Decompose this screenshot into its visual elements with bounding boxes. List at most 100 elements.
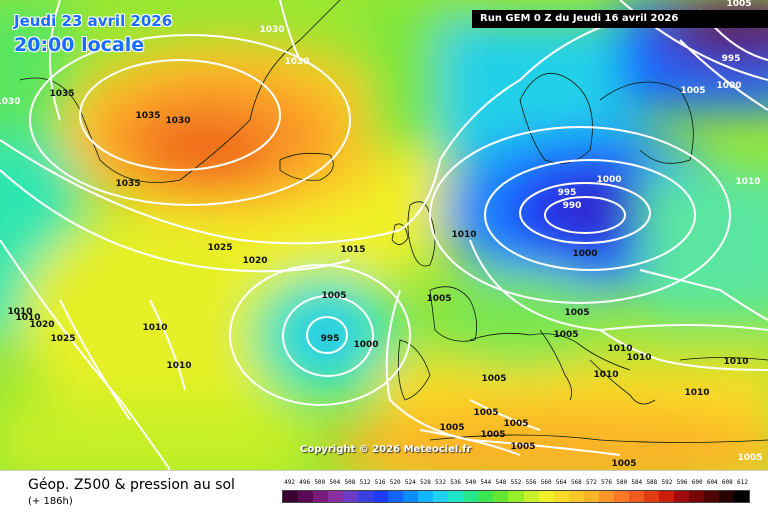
isobar-label: 1005 [480, 430, 506, 440]
legend-tick-label: 580 [616, 479, 628, 486]
isobar-label: 1005 [611, 459, 637, 469]
geopotential-field [0, 0, 768, 470]
legend-swatch [508, 491, 524, 502]
isobar-label: 1000 [596, 175, 622, 185]
copyright-notice: Copyright © 2026 Meteociel.fr [300, 444, 472, 455]
isobar-label: 1005 [481, 374, 507, 384]
legend-tick-label: 576 [601, 479, 612, 486]
isobar-label: 1035 [135, 111, 161, 121]
isobar-label: 1005 [553, 330, 579, 340]
legend-swatch [538, 491, 554, 502]
legend-tick-label: 612 [737, 479, 748, 486]
legend-swatch [733, 491, 749, 502]
legend-swatch [673, 491, 689, 502]
legend-swatch [493, 491, 509, 502]
legend-swatch [523, 491, 539, 502]
legend-swatch [298, 491, 314, 502]
map-title: Géop. Z500 & pression au sol [28, 477, 235, 493]
isobar-label: 1015 [340, 245, 366, 255]
isobar-label: 1005 [426, 294, 452, 304]
legend-swatch [328, 491, 344, 502]
isobar-label: 1010 [684, 388, 710, 398]
legend-tick-label: 552 [510, 479, 522, 486]
legend-swatch [688, 491, 704, 502]
isobar-label: 1035 [115, 179, 141, 189]
isobar-label: 1010 [593, 370, 619, 380]
legend-color-bar [282, 490, 750, 503]
isobar-label: 1005 [439, 423, 465, 433]
forecast-offset: (+ 186h) [28, 496, 73, 507]
isobar-label: 1010 [15, 313, 41, 323]
color-scale-legend: 492 496 500 504 508 512 516 520 524 528 532 536 540 5… [282, 479, 750, 505]
isobar-label: 1030 [284, 57, 310, 67]
legend-tick-label: 604 [706, 479, 718, 486]
legend-swatch [568, 491, 584, 502]
legend-tick-label: 540 [465, 479, 477, 486]
legend-swatch [658, 491, 674, 502]
isobar-label: 1010 [451, 230, 477, 240]
legend-tick-label: 588 [646, 479, 658, 486]
isobar-label: 1010 [7, 307, 33, 317]
legend-tick-label: 568 [570, 479, 582, 486]
legend-swatch [628, 491, 644, 502]
legend-tick-label: 492 [284, 479, 295, 486]
legend-swatch [718, 491, 734, 502]
isobar-label: 1005 [737, 453, 763, 463]
isobar-label: 1010 [142, 323, 168, 333]
legend-swatch [703, 491, 719, 502]
legend-tick-label: 528 [419, 479, 431, 486]
isobar-label: 1000 [716, 81, 742, 91]
legend-tick-label: 516 [374, 479, 386, 486]
legend-swatch [313, 491, 329, 502]
legend-tick-label: 532 [435, 479, 446, 486]
legend-tick-label: 560 [540, 479, 552, 486]
legend-swatch [613, 491, 629, 502]
legend-tick-label: 536 [450, 479, 462, 486]
legend-swatch [343, 491, 359, 502]
isobar-label: 1005 [726, 0, 752, 9]
legend-tick-label: 596 [676, 479, 688, 486]
isobar-label: 1035 [49, 89, 75, 99]
isobar-label: 1005 [473, 408, 499, 418]
legend-tick-label: 584 [631, 479, 643, 486]
isobar-label: 1010 [166, 361, 192, 371]
forecast-time: 20:00 locale [14, 34, 145, 56]
isobar-label: 1030 [259, 25, 285, 35]
isobar-label: 1005 [680, 86, 706, 96]
legend-swatch [583, 491, 599, 502]
legend-tick-label: 500 [314, 479, 326, 486]
legend-swatch [418, 491, 434, 502]
legend-swatch [463, 491, 479, 502]
legend-tick-label: 496 [299, 479, 311, 486]
legend-tick-label: 572 [586, 479, 597, 486]
weather-map: 1030 1030 1030 1035 1035 1030 1035 1025 … [0, 0, 768, 470]
isobar-label: 1020 [242, 256, 268, 266]
legend-tick-label: 504 [329, 479, 341, 486]
isobar-label: 1010 [607, 344, 633, 354]
isobar-label: 1010 [626, 353, 652, 363]
forecast-date: Jeudi 23 avril 2026 [14, 12, 173, 30]
legend-tick-labels: 492 496 500 504 508 512 516 520 524 528 532 536 540 5… [282, 479, 750, 489]
legend-tick-label: 608 [721, 479, 733, 486]
legend-tick-label: 524 [404, 479, 416, 486]
legend-swatch [448, 491, 464, 502]
legend-swatch [643, 491, 659, 502]
legend-tick-label: 556 [525, 479, 537, 486]
legend-swatch [358, 491, 374, 502]
legend-swatch [373, 491, 389, 502]
legend-swatch [283, 491, 299, 502]
isobar-label: 990 [562, 201, 582, 211]
legend-tick-label: 592 [661, 479, 673, 486]
map-footer: Géop. Z500 & pression au sol (+ 186h) 49… [0, 470, 768, 512]
legend-swatch [598, 491, 614, 502]
isobar-label: 1025 [207, 243, 233, 253]
legend-tick-label: 508 [344, 479, 356, 486]
legend-swatch [433, 491, 449, 502]
isobars [0, 0, 768, 470]
isobar-label: 995 [721, 54, 741, 64]
isobar-label: 1005 [503, 419, 529, 429]
coastlines [19, 0, 768, 443]
isobar-label: 1005 [564, 308, 590, 318]
isobar-label: 995 [557, 188, 577, 198]
isobar-label: 1025 [50, 334, 76, 344]
